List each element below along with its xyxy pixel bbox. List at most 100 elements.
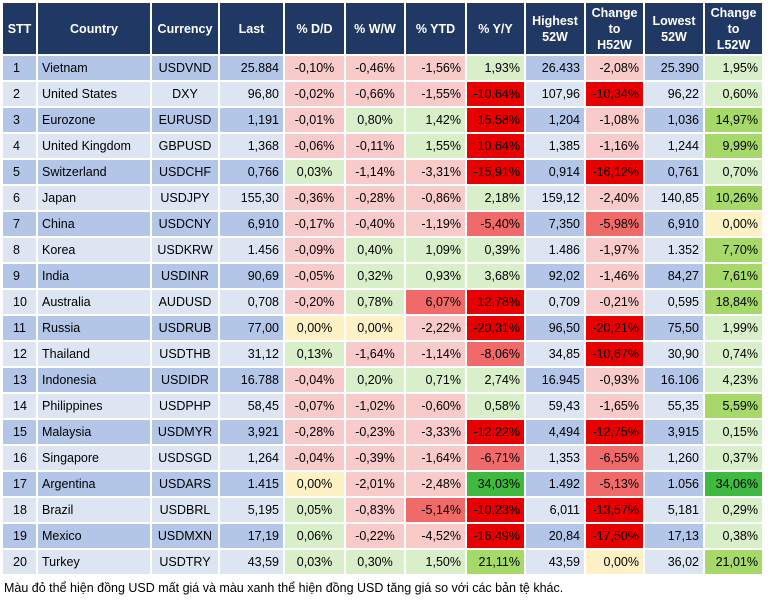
- cell-stt: 13: [3, 368, 36, 392]
- cell-last: 1.456: [220, 238, 283, 262]
- cell-last: 25.884: [220, 56, 283, 80]
- cell-change-h52w: -1,08%: [586, 108, 643, 132]
- cell-currency: USDKRW: [152, 238, 218, 262]
- cell-last: 77,00: [220, 316, 283, 340]
- footnote: Màu đỏ thể hiện đồng USD mất giá và màu …: [4, 581, 564, 595]
- cell-ww: 0,30%: [346, 550, 404, 574]
- cell-country: Argentina: [38, 472, 150, 496]
- cell-country: Russia: [38, 316, 150, 340]
- cell-currency: DXY: [152, 82, 218, 106]
- cell-highest-52w: 159,12: [526, 186, 584, 210]
- cell-ww: -0,28%: [346, 186, 404, 210]
- cell-stt: 6: [3, 186, 36, 210]
- cell-ww: 0,80%: [346, 108, 404, 132]
- cell-yy: 15,58%: [467, 108, 524, 132]
- cell-currency: AUDUSD: [152, 290, 218, 314]
- cell-yy: 2,74%: [467, 368, 524, 392]
- cell-dd: -0,02%: [285, 82, 344, 106]
- cell-lowest-52w: 1,036: [645, 108, 703, 132]
- cell-lowest-52w: 1.352: [645, 238, 703, 262]
- cell-change-l52w: 0,60%: [705, 82, 762, 106]
- cell-lowest-52w: 75,50: [645, 316, 703, 340]
- cell-stt: 19: [3, 524, 36, 548]
- table-row: 4 United Kingdom GBPUSD 1,368 -0,06% -0,11% 1,…: [3, 134, 762, 158]
- cell-lowest-52w: 0,761: [645, 160, 703, 184]
- cell-highest-52w: 34,85: [526, 342, 584, 366]
- cell-dd: 0,00%: [285, 316, 344, 340]
- cell-change-l52w: 9,99%: [705, 134, 762, 158]
- cell-ytd: 6,07%: [406, 290, 465, 314]
- cell-change-h52w: -5,13%: [586, 472, 643, 496]
- cell-currency: USDCHF: [152, 160, 218, 184]
- cell-highest-52w: 92,02: [526, 264, 584, 288]
- cell-stt: 5: [3, 160, 36, 184]
- cell-highest-52w: 1,353: [526, 446, 584, 470]
- cell-change-l52w: 14,97%: [705, 108, 762, 132]
- table-row: 2 United States DXY 96,80 -0,02% -0,66% -1,55%…: [3, 82, 762, 106]
- cell-yy: 21,11%: [467, 550, 524, 574]
- table-row: 11 Russia USDRUB 77,00 0,00% 0,00% -2,22% -20,3…: [3, 316, 762, 340]
- cell-ww: -0,39%: [346, 446, 404, 470]
- cell-change-l52w: 18,84%: [705, 290, 762, 314]
- cell-ytd: -2,22%: [406, 316, 465, 340]
- cell-change-h52w: -20,21%: [586, 316, 643, 340]
- cell-change-l52w: 0,15%: [705, 420, 762, 444]
- cell-lowest-52w: 0,595: [645, 290, 703, 314]
- cell-currency: USDTHB: [152, 342, 218, 366]
- cell-lowest-52w: 1,260: [645, 446, 703, 470]
- cell-highest-52w: 7,350: [526, 212, 584, 236]
- cell-ytd: -5,14%: [406, 498, 465, 522]
- cell-highest-52w: 1.492: [526, 472, 584, 496]
- cell-ww: -1,02%: [346, 394, 404, 418]
- cell-stt: 9: [3, 264, 36, 288]
- table-body: 1 Vietnam USDVND 25.884 -0,10% -0,46% -1,56% 1,…: [3, 56, 762, 574]
- cell-ytd: -1,14%: [406, 342, 465, 366]
- cell-change-h52w: -1,97%: [586, 238, 643, 262]
- cell-last: 0,708: [220, 290, 283, 314]
- cell-yy: 2,18%: [467, 186, 524, 210]
- cell-change-l52w: 0,74%: [705, 342, 762, 366]
- cell-country: United States: [38, 82, 150, 106]
- cell-last: 155,30: [220, 186, 283, 210]
- cell-change-h52w: -5,98%: [586, 212, 643, 236]
- cell-country: Brazil: [38, 498, 150, 522]
- cell-dd: -0,07%: [285, 394, 344, 418]
- cell-ytd: 1,09%: [406, 238, 465, 262]
- cell-yy: -10,23%: [467, 498, 524, 522]
- cell-stt: 1: [3, 56, 36, 80]
- cell-ww: 0,78%: [346, 290, 404, 314]
- cell-last: 58,45: [220, 394, 283, 418]
- cell-highest-52w: 0,914: [526, 160, 584, 184]
- cell-country: United Kingdom: [38, 134, 150, 158]
- cell-stt: 7: [3, 212, 36, 236]
- cell-change-l52w: 0,00%: [705, 212, 762, 236]
- cell-yy: -16,49%: [467, 524, 524, 548]
- cell-lowest-52w: 6,910: [645, 212, 703, 236]
- cell-yy: -10,64%: [467, 82, 524, 106]
- cell-last: 0,766: [220, 160, 283, 184]
- cell-dd: -0,04%: [285, 368, 344, 392]
- table-row: 1 Vietnam USDVND 25.884 -0,10% -0,46% -1,56% 1,…: [3, 56, 762, 80]
- cell-lowest-52w: 5,181: [645, 498, 703, 522]
- cell-change-l52w: 0,38%: [705, 524, 762, 548]
- cell-country: Malaysia: [38, 420, 150, 444]
- cell-ytd: -1,19%: [406, 212, 465, 236]
- cell-country: Turkey: [38, 550, 150, 574]
- header-last: Last: [220, 3, 283, 54]
- cell-currency: EURUSD: [152, 108, 218, 132]
- cell-lowest-52w: 96,22: [645, 82, 703, 106]
- cell-ww: -0,66%: [346, 82, 404, 106]
- cell-dd: 0,03%: [285, 550, 344, 574]
- table-row: 20 Turkey USDTRY 43,59 0,03% 0,30% 1,50% 21,11%…: [3, 550, 762, 574]
- cell-change-h52w: -6,55%: [586, 446, 643, 470]
- cell-change-l52w: 4,23%: [705, 368, 762, 392]
- cell-ytd: -0,86%: [406, 186, 465, 210]
- cell-lowest-52w: 3,915: [645, 420, 703, 444]
- table-row: 10 Australia AUDUSD 0,708 -0,20% 0,78% 6,07% 12…: [3, 290, 762, 314]
- cell-country: Vietnam: [38, 56, 150, 80]
- cell-change-h52w: -17,50%: [586, 524, 643, 548]
- cell-change-l52w: 7,70%: [705, 238, 762, 262]
- cell-stt: 4: [3, 134, 36, 158]
- cell-ww: -1,14%: [346, 160, 404, 184]
- cell-change-h52w: -1,65%: [586, 394, 643, 418]
